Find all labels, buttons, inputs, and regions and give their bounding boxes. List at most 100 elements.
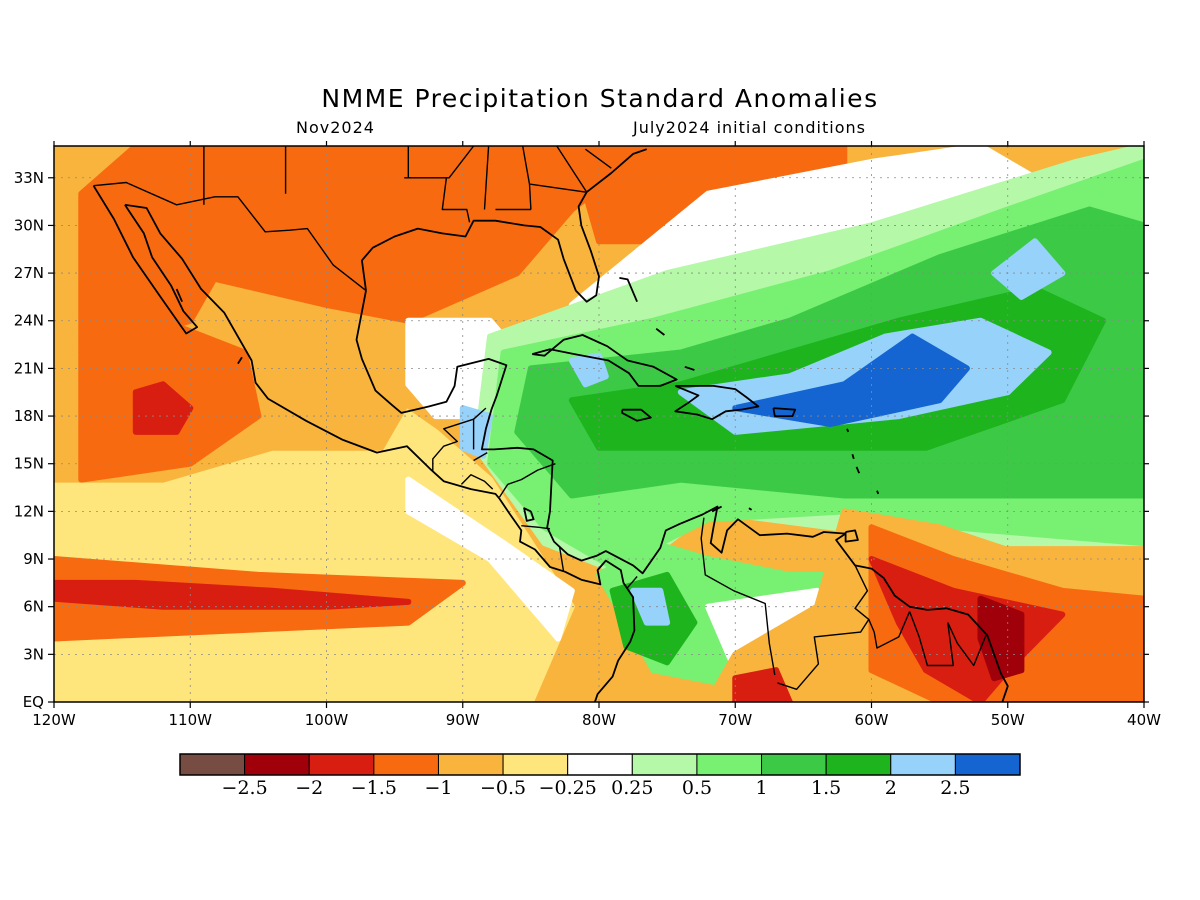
coastline: [846, 428, 850, 433]
colorbar-swatch: [437, 753, 504, 776]
colorbar-swatch: [631, 753, 698, 776]
coastline: [674, 384, 760, 421]
colorbar-label: −0.5: [480, 777, 526, 799]
x-tick-label: 100W: [305, 711, 349, 729]
colorbar-label: −0.25: [539, 777, 597, 799]
y-tick-label: 9N: [23, 550, 44, 568]
colorbar-label: −1.5: [351, 777, 397, 799]
y-tick-label: 30N: [14, 216, 44, 234]
x-tick-label: 80W: [582, 711, 616, 729]
map-area: [53, 145, 1145, 703]
y-tick-label: 27N: [14, 264, 44, 282]
anomaly-region: [868, 556, 1066, 702]
x-tick-label: 40W: [1127, 711, 1161, 729]
map-axes: 120W 110W 100W 90W 80W 70W 60W 50W 40W EQ 3N 6N 9N 12…: [14, 141, 1161, 729]
x-tick-label: 120W: [32, 711, 76, 729]
political-borders: [93, 146, 987, 690]
anomaly-region: [732, 333, 970, 427]
coastline: [851, 453, 855, 460]
y-tick-label: EQ: [23, 693, 44, 711]
border-line: [93, 181, 367, 292]
colorbar-label: 0.25: [611, 777, 653, 799]
anomaly-region: [977, 595, 1025, 682]
coastline: [92, 185, 199, 335]
colorbar: −2.5 −2 −1.5 −1 −0.5 −0.25 0.25 0.5 1 1.5 2 2.5: [179, 753, 1021, 799]
coastline: [876, 490, 880, 495]
border-line: [521, 525, 551, 530]
border-line: [441, 177, 471, 223]
border-line: [627, 576, 638, 589]
x-tick-label: 110W: [169, 711, 213, 729]
border-line: [473, 451, 488, 462]
x-tick-label: 90W: [446, 711, 480, 729]
colorbar-swatch: [825, 753, 892, 776]
colorbar-swatch: [954, 753, 1021, 776]
border-line: [558, 546, 565, 572]
y-tick-label: 18N: [14, 407, 44, 425]
border-line: [556, 146, 588, 193]
coastline: [523, 507, 535, 522]
colorbar-label: −2: [295, 777, 323, 799]
border-line: [404, 146, 475, 179]
anomaly-region: [132, 381, 194, 435]
coastline: [237, 356, 243, 365]
colorbar-label: 1: [755, 777, 767, 799]
coastline: [124, 203, 636, 702]
border-line: [908, 611, 954, 667]
y-tick-label: 24N: [14, 312, 44, 330]
colorbar-swatch: [244, 753, 310, 776]
coastline: [360, 148, 647, 303]
colorbar-label: 2.5: [940, 777, 970, 799]
y-tick-label: 21N: [14, 359, 44, 377]
colorbar-swatch: [761, 753, 827, 776]
chart-title: NMME Precipitation Standard Anomalies: [321, 84, 879, 113]
border-line: [498, 463, 556, 498]
coastline: [748, 507, 753, 511]
colorbar-swatch: [179, 753, 246, 776]
coastline: [655, 327, 665, 336]
anomaly-region: [187, 146, 657, 324]
coastline: [175, 288, 183, 303]
coastline: [772, 407, 797, 418]
colorbar-swatch: [373, 753, 439, 776]
border-line: [584, 148, 612, 169]
border-line: [700, 517, 776, 676]
coastline: [621, 408, 652, 422]
colorbar-swatch: [696, 753, 763, 776]
coastline: [711, 505, 723, 513]
anomaly-fill-layer: [54, 146, 1144, 702]
colorbar-label: 0.5: [682, 777, 712, 799]
border-line: [460, 474, 494, 490]
colorbar-label: −1: [424, 777, 452, 799]
x-tick-label: 60W: [855, 711, 889, 729]
anomaly-region: [54, 579, 412, 610]
y-tick-label: 6N: [23, 598, 44, 616]
border-line: [868, 611, 911, 649]
coastline: [531, 334, 678, 387]
coastline: [619, 277, 638, 303]
border-line: [483, 146, 490, 210]
coastline: [355, 290, 1009, 702]
x-tick-label: 70W: [718, 711, 752, 729]
border-line: [529, 183, 586, 193]
colorbar-label: −2.5: [222, 777, 268, 799]
colorbar-label: 2: [885, 777, 897, 799]
y-tick-label: 33N: [14, 169, 44, 187]
anomaly-region: [732, 667, 793, 702]
colorbar-swatch: [890, 753, 956, 776]
graticule: [54, 146, 1144, 702]
y-tick-label: 3N: [23, 645, 44, 663]
coastline: [844, 529, 859, 543]
colorbar-label: 1.5: [811, 777, 841, 799]
colorbar-frame: [179, 753, 1021, 776]
y-tick-label: 12N: [14, 502, 44, 520]
colorbar-swatch: [308, 753, 375, 776]
coastline: [684, 365, 695, 371]
x-tick-label: 50W: [991, 711, 1025, 729]
y-tick-label: 15N: [14, 455, 44, 473]
anomaly-region: [405, 476, 575, 642]
colorbar-swatch: [567, 753, 633, 776]
border-line: [777, 565, 870, 690]
coastline: [855, 466, 861, 474]
